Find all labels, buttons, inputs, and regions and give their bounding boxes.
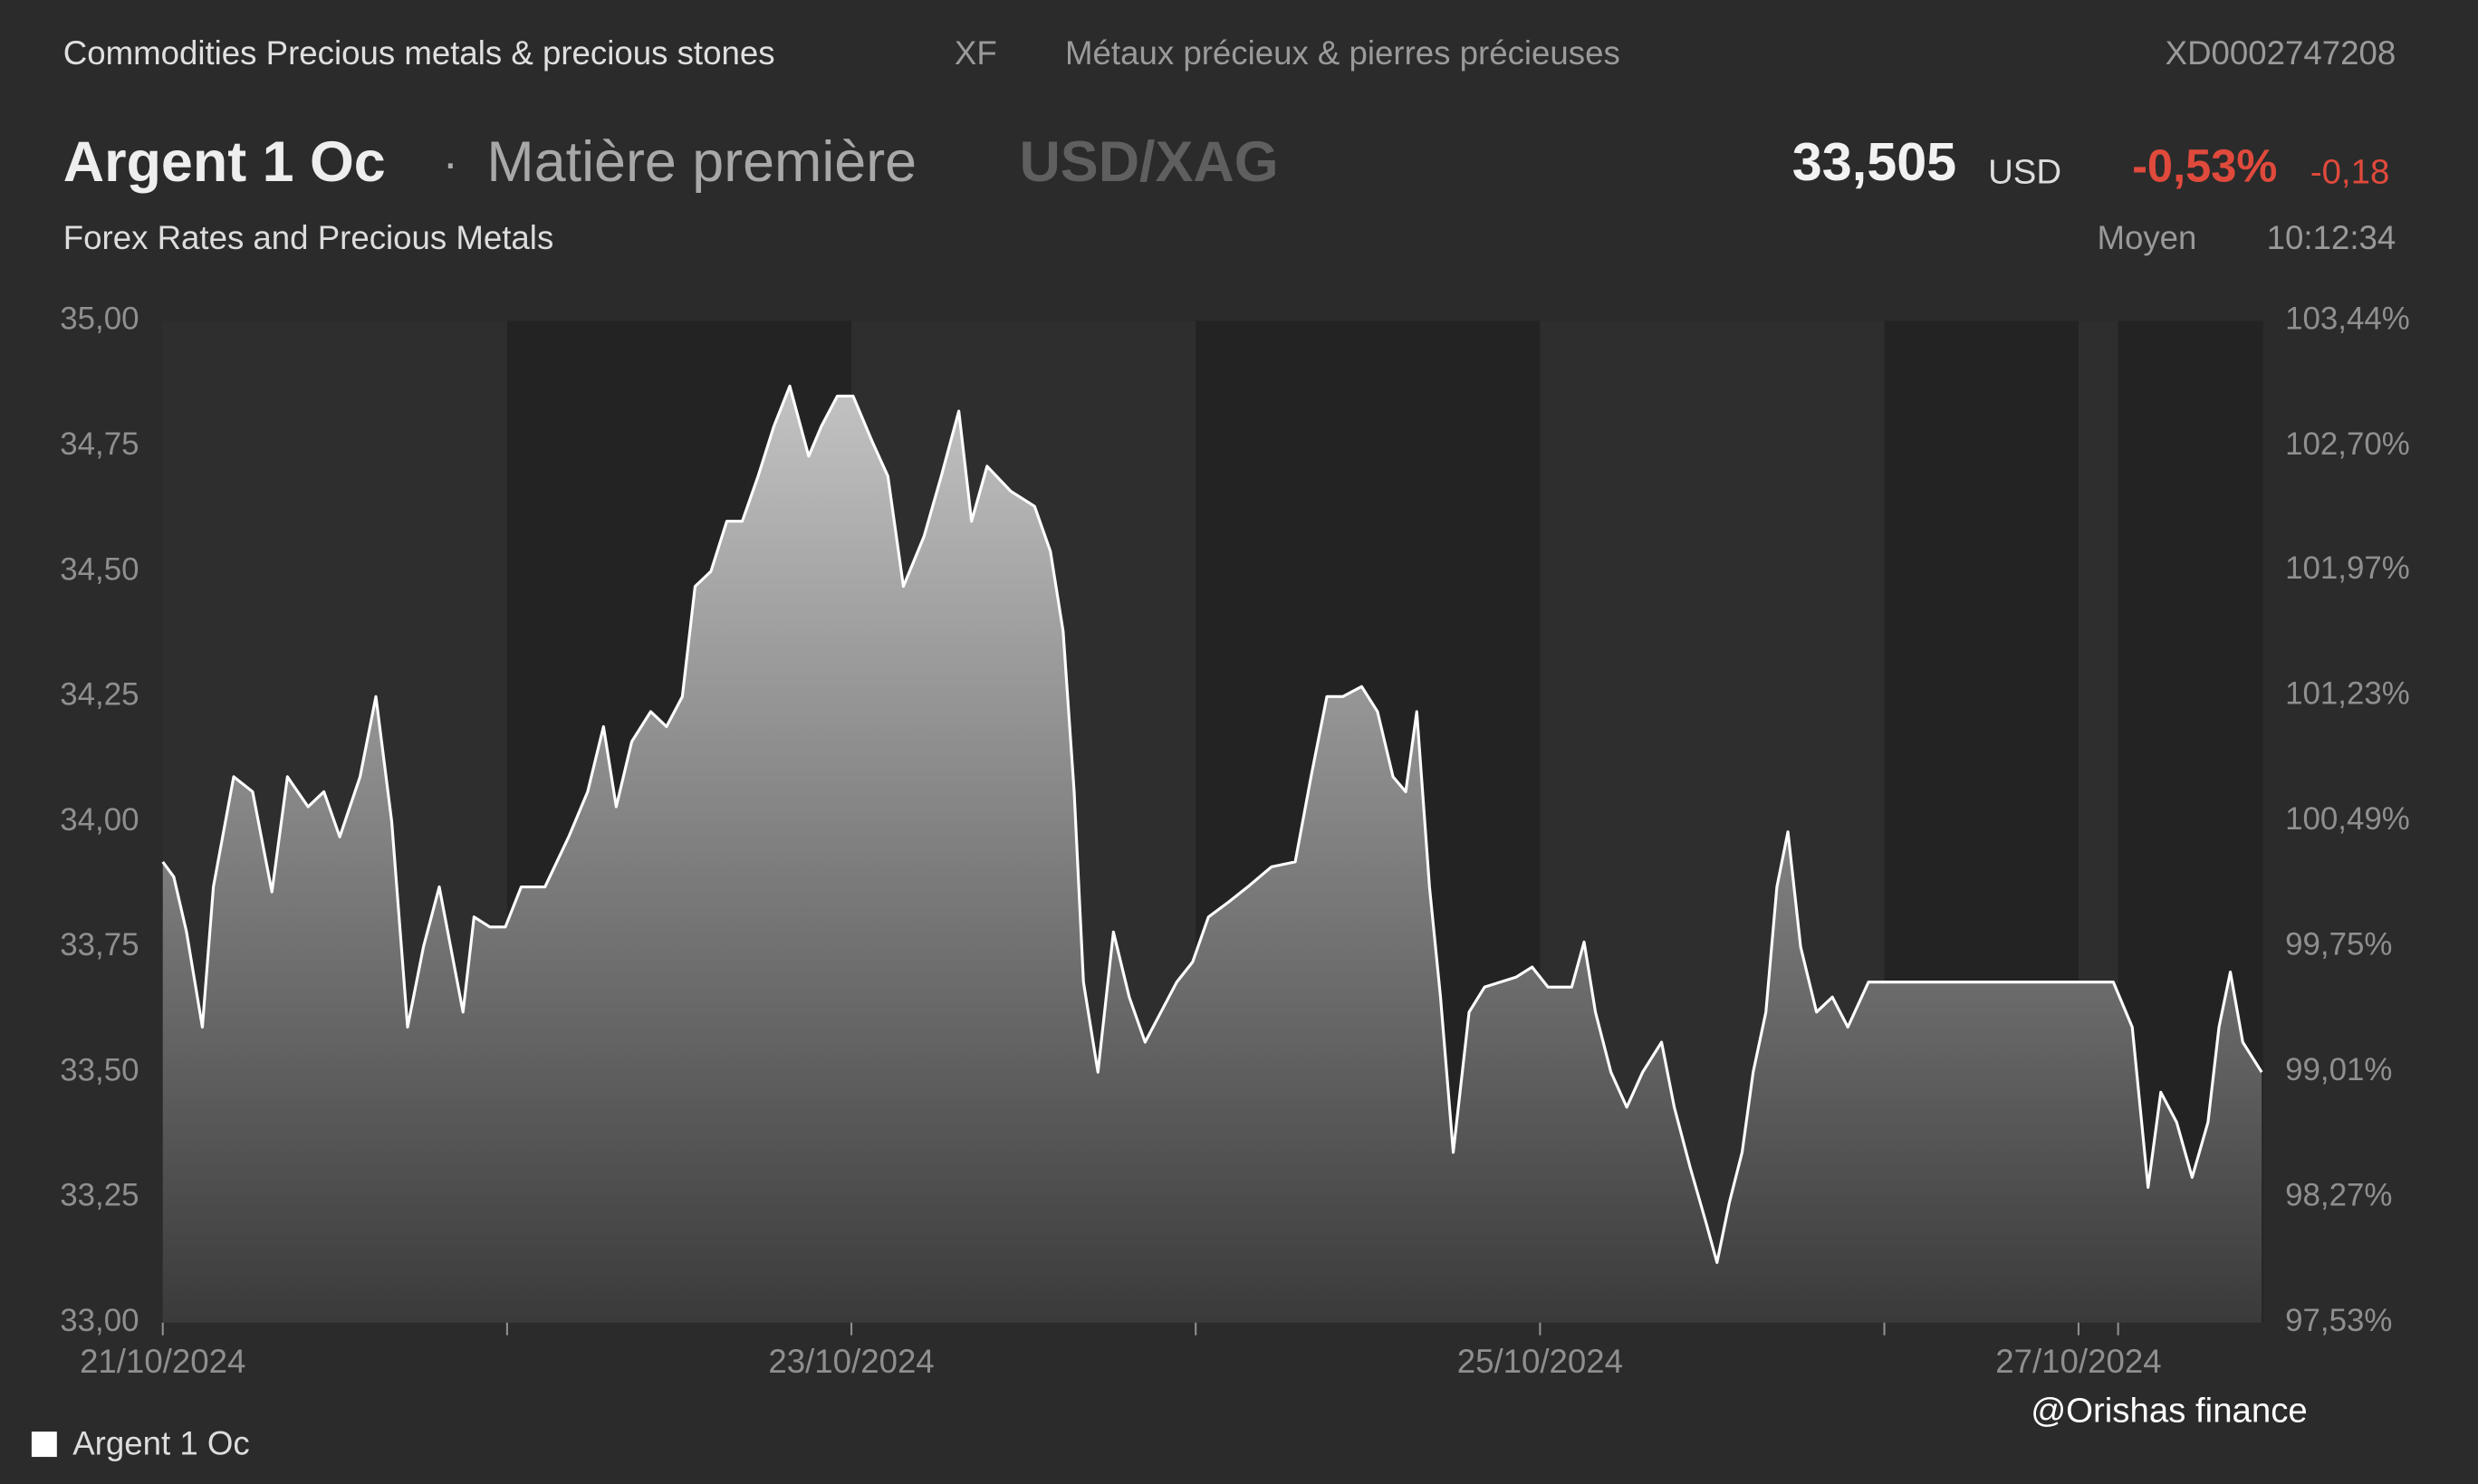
x-tick-label: 25/10/2024 <box>1457 1343 1623 1380</box>
legend-label: Argent 1 Oc <box>72 1425 249 1462</box>
y2-tick-label: 101,23% <box>2285 675 2410 711</box>
y-tick-label: 33,50 <box>60 1052 139 1087</box>
category: Commodities Precious metals & precious s… <box>63 34 775 72</box>
y2-tick-label: 98,27% <box>2285 1177 2392 1212</box>
legend-swatch <box>31 1431 57 1458</box>
y-tick-label: 33,00 <box>60 1303 139 1338</box>
quote-type: Moyen <box>2097 219 2196 256</box>
change: -0,18 <box>2310 152 2389 191</box>
y-tick-label: 34,50 <box>60 551 139 587</box>
price: 33,505 <box>1792 131 1956 192</box>
y-tick-label: 35,00 <box>60 302 139 337</box>
instrument-name: Argent 1 Oc <box>63 130 386 194</box>
y2-tick-label: 101,97% <box>2285 551 2410 586</box>
y2-tick-label: 102,70% <box>2285 426 2410 462</box>
y2-tick-label: 100,49% <box>2285 801 2410 837</box>
x-tick-label: 23/10/2024 <box>768 1343 934 1380</box>
y-tick-label: 33,25 <box>60 1178 139 1213</box>
y-tick-label: 34,75 <box>60 426 139 462</box>
asset-type: Matière première <box>486 130 917 194</box>
y-tick-label: 33,75 <box>60 927 139 962</box>
currency: USD <box>1988 152 2061 191</box>
price-line <box>161 384 2263 1264</box>
y2-tick-label: 99,75% <box>2285 926 2392 962</box>
isin: XD0002747208 <box>2166 34 2396 72</box>
y2-tick-label: 99,01% <box>2285 1052 2392 1087</box>
separator: · <box>443 137 458 189</box>
source: Forex Rates and Precious Metals <box>63 219 553 256</box>
y-tick-label: 34,25 <box>60 677 139 713</box>
category-fr: Métaux précieux & pierres précieuses <box>1065 34 1620 72</box>
x-tick-label: 27/10/2024 <box>1995 1343 2161 1380</box>
watermark: @Orishas finance <box>2031 1391 2308 1430</box>
y2-tick-label: 97,53% <box>2285 1303 2392 1338</box>
pair: USD/XAG <box>1019 130 1278 194</box>
exchange: XF <box>955 34 997 72</box>
y-tick-label: 34,00 <box>60 802 139 838</box>
x-tick-label: 21/10/2024 <box>80 1343 245 1380</box>
time: 10:12:34 <box>2267 219 2396 256</box>
change-pct: -0,53% <box>2132 139 2277 191</box>
y2-tick-label: 103,44% <box>2285 302 2410 337</box>
area-fill <box>162 386 2262 1323</box>
